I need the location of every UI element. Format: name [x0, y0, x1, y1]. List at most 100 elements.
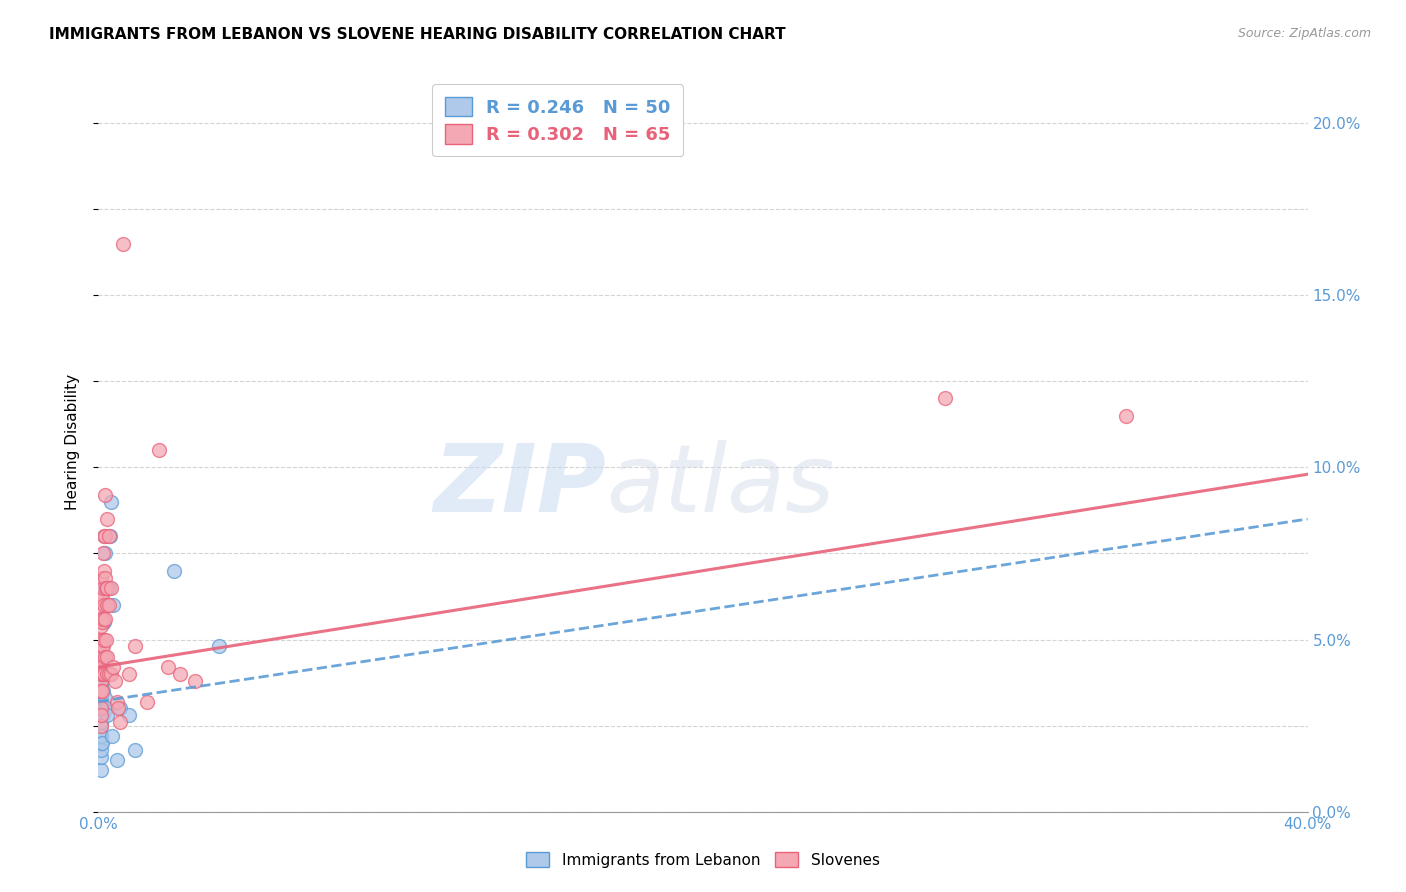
Point [90, 660, 112, 674]
Text: Source: ZipAtlas.com: Source: ZipAtlas.com [1237, 27, 1371, 40]
Point [90, 736, 112, 750]
Point [118, 667, 141, 681]
Point [90, 743, 112, 757]
Point [91, 684, 114, 698]
Point [208, 640, 231, 654]
Text: IMMIGRANTS FROM LEBANON VS SLOVENE HEARING DISABILITY CORRELATION CHART: IMMIGRANTS FROM LEBANON VS SLOVENE HEARI… [49, 27, 786, 42]
Point [94, 598, 117, 612]
Point [90, 612, 112, 626]
Point [90, 718, 112, 732]
Point [90, 684, 112, 698]
Point [90, 673, 112, 688]
Point [98, 529, 121, 543]
Point [90, 729, 112, 743]
Point [93, 598, 115, 612]
Point [91, 581, 114, 595]
Point [94, 632, 117, 647]
Point [90, 673, 112, 688]
Point [90, 646, 112, 660]
Y-axis label: Hearing Disability: Hearing Disability [65, 374, 80, 509]
Point [94, 546, 117, 560]
Point [1115, 409, 1137, 423]
Point [93, 701, 115, 715]
Text: atlas: atlas [606, 441, 835, 532]
Legend: R = 0.246   N = 50, R = 0.302   N = 65: R = 0.246 N = 50, R = 0.302 N = 65 [432, 84, 683, 156]
Point [94, 488, 117, 502]
Point [90, 708, 112, 723]
Point [90, 701, 112, 715]
Point [93, 564, 115, 578]
Point [90, 708, 112, 723]
Point [94, 649, 117, 664]
Point [90, 701, 112, 715]
Point [90, 718, 112, 732]
Point [163, 564, 186, 578]
Point [124, 743, 146, 757]
Point [90, 619, 112, 633]
Point [90, 691, 112, 706]
Point [93, 667, 115, 681]
Point [101, 729, 124, 743]
Point [93, 667, 115, 681]
Point [107, 701, 129, 715]
Text: ZIP: ZIP [433, 440, 606, 532]
Point [94, 612, 117, 626]
Point [91, 615, 114, 630]
Point [90, 570, 112, 584]
Point [90, 632, 112, 647]
Point [108, 715, 131, 730]
Point [94, 701, 117, 715]
Point [105, 694, 128, 708]
Point [934, 392, 956, 406]
Point [91, 660, 114, 674]
Point [91, 701, 114, 715]
Point [135, 694, 157, 708]
Point [91, 615, 114, 630]
Point [98, 529, 121, 543]
Point [94, 570, 117, 584]
Point [90, 605, 112, 619]
Point [91, 591, 114, 606]
Point [98, 667, 121, 681]
Point [94, 691, 117, 706]
Point [90, 660, 112, 674]
Point [93, 615, 115, 630]
Point [91, 640, 114, 654]
Point [91, 546, 114, 560]
Point [96, 649, 118, 664]
Point [91, 736, 114, 750]
Point [96, 581, 118, 595]
Point [118, 708, 141, 723]
Point [90, 701, 112, 715]
Point [96, 708, 118, 723]
Point [94, 581, 117, 595]
Point [148, 443, 170, 458]
Point [184, 673, 207, 688]
Point [90, 591, 112, 606]
Point [90, 691, 112, 706]
Point [91, 673, 114, 688]
Point [104, 673, 127, 688]
Point [96, 598, 118, 612]
Point [93, 632, 115, 647]
Point [91, 612, 114, 626]
Point [90, 667, 112, 681]
Point [90, 591, 112, 606]
Point [90, 681, 112, 695]
Point [90, 684, 112, 698]
Point [124, 640, 146, 654]
Point [101, 598, 124, 612]
Point [90, 673, 112, 688]
Point [91, 640, 114, 654]
Point [96, 667, 118, 681]
Point [98, 598, 121, 612]
Legend: Immigrants from Lebanon, Slovenes: Immigrants from Lebanon, Slovenes [519, 844, 887, 875]
Point [108, 701, 131, 715]
Point [96, 512, 118, 526]
Point [90, 749, 112, 764]
Point [93, 581, 115, 595]
Point [93, 529, 115, 543]
Point [91, 708, 114, 723]
Point [90, 646, 112, 660]
Point [98, 581, 121, 595]
